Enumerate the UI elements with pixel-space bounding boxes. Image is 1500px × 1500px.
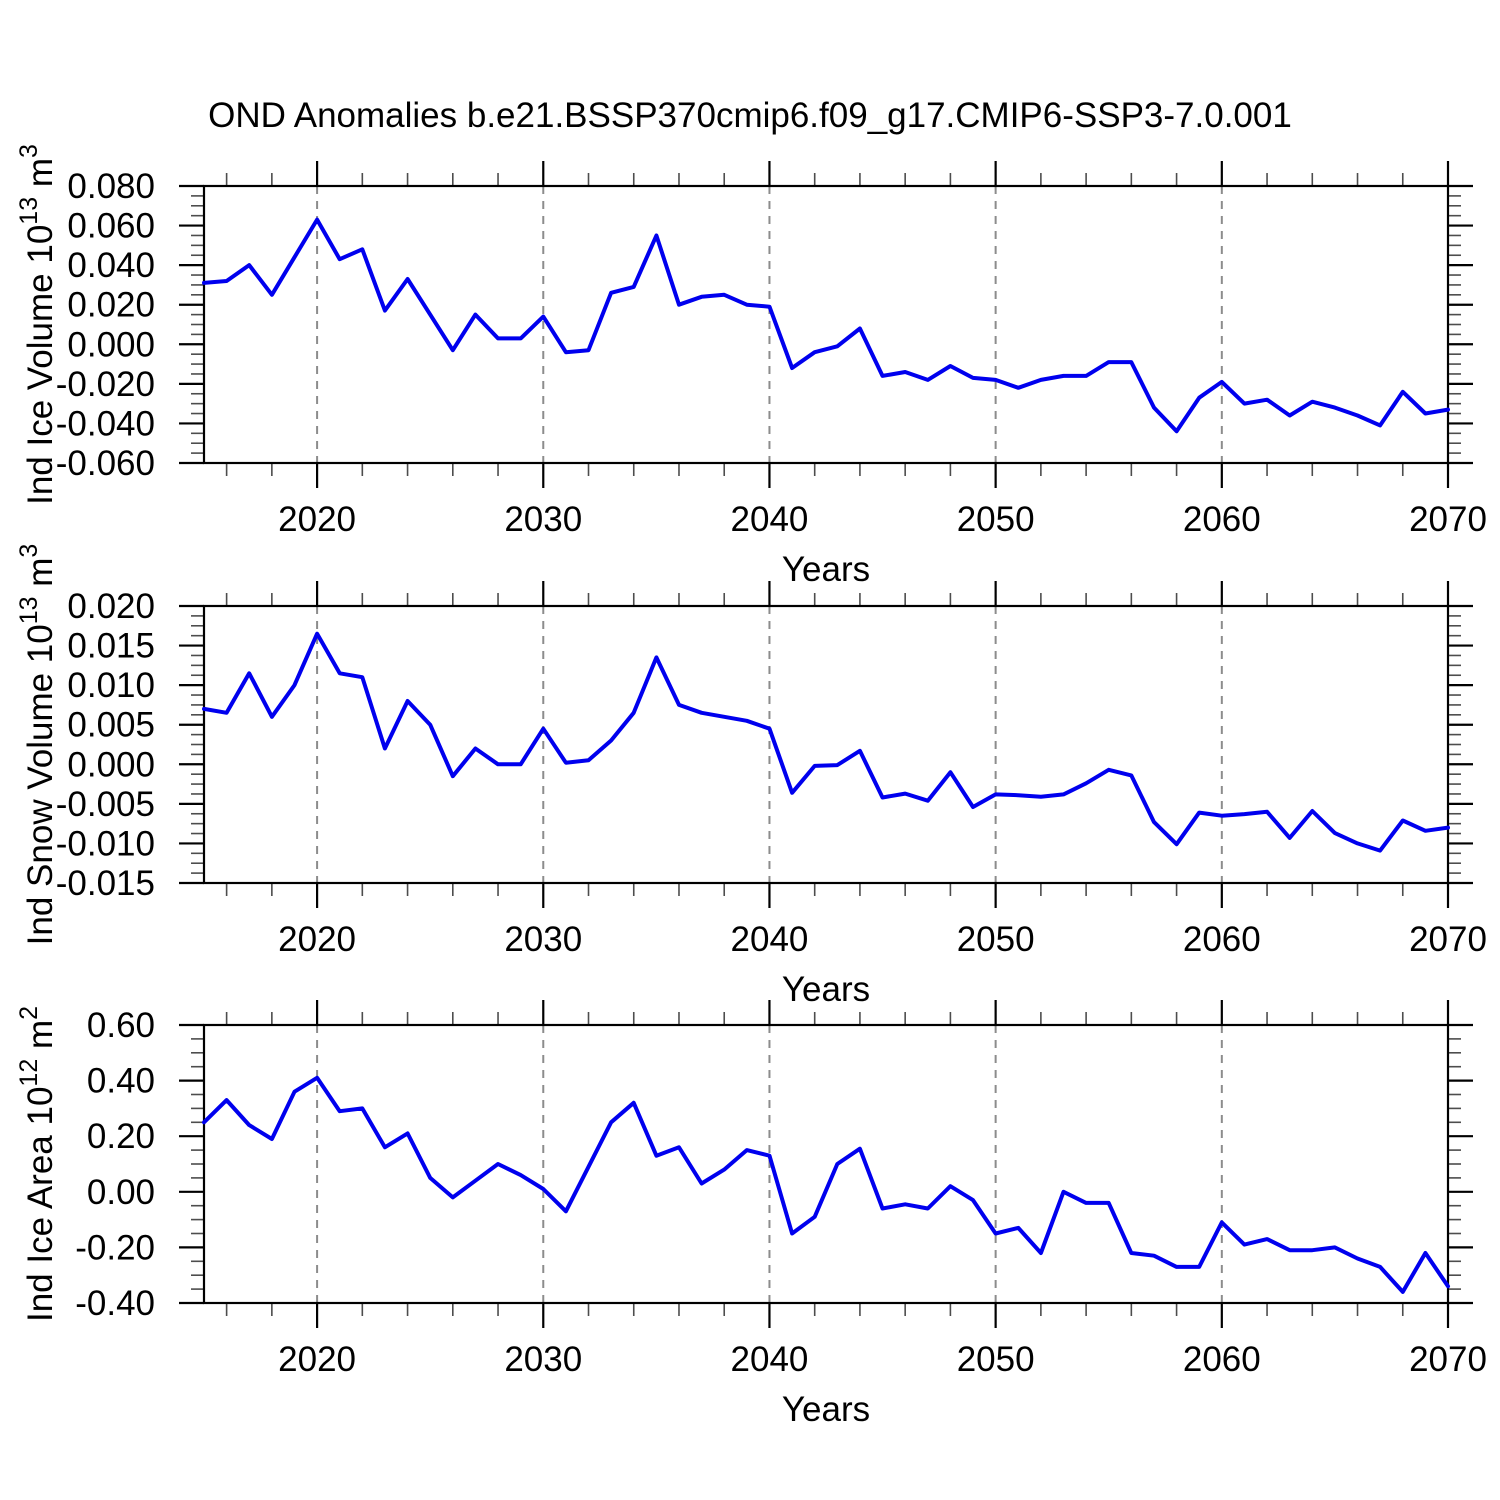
x-tick-label: 2050	[957, 500, 1035, 539]
y-tick-label: 0.010	[67, 666, 155, 705]
x-tick-label: 2040	[731, 500, 809, 539]
x-tick-label: 2050	[957, 1340, 1035, 1379]
y-tick-label: -0.20	[75, 1228, 155, 1267]
y-tick-label: -0.010	[56, 824, 155, 863]
plot-frame	[202, 184, 1450, 465]
x-axis-label: Years	[782, 550, 870, 589]
x-tick-label: 2070	[1409, 1340, 1487, 1379]
y-tick-label: 0.000	[67, 745, 155, 784]
y-tick-label: -0.020	[56, 365, 155, 404]
y-tick-label: 0.020	[67, 286, 155, 325]
x-tick-label: 2040	[731, 1340, 809, 1379]
y-tick-label: 0.005	[67, 706, 155, 745]
y-tick-label: 0.60	[87, 1006, 155, 1045]
plot-frame	[202, 604, 1450, 885]
snow-volume-series-line	[202, 631, 1450, 853]
x-tick-label: 2060	[1183, 1340, 1261, 1379]
panel-ice-volume: 0.0800.0600.0400.0200.000-0.020-0.040-0.…	[15, 144, 1487, 589]
y-tick-label: 0.060	[67, 207, 155, 246]
y-tick-label: -0.060	[56, 444, 155, 483]
y-axis-label: Ind Snow Volume 1013 m3	[15, 544, 60, 946]
y-tick-label: -0.40	[75, 1284, 155, 1323]
y-tick-label: 0.40	[87, 1062, 155, 1101]
chart-title: OND Anomalies b.e21.BSSP370cmip6.f09_g17…	[208, 96, 1292, 135]
y-tick-label: 0.000	[67, 325, 155, 364]
y-tick-label: -0.005	[56, 785, 155, 824]
x-axis-label: Years	[782, 970, 870, 1009]
x-tick-label: 2040	[731, 920, 809, 959]
x-tick-label: 2020	[278, 500, 356, 539]
x-tick-label: 2020	[278, 920, 356, 959]
x-tick-label: 2030	[504, 1340, 582, 1379]
plot-frame	[202, 1023, 1450, 1305]
x-tick-label: 2060	[1183, 920, 1261, 959]
ice-area-series-line	[202, 1075, 1450, 1294]
y-tick-label: -0.015	[56, 864, 155, 903]
y-tick-label: 0.040	[67, 246, 155, 285]
y-tick-label: 0.020	[67, 587, 155, 626]
x-tick-label: 2050	[957, 920, 1035, 959]
y-axis-label: Ind Ice Volume 1013 m3	[15, 144, 60, 505]
panel-ice-area: 0.60 0.40 0.20 0.00 -0.20 -0.40 2020 2030 2040 20…	[15, 1000, 1487, 1429]
x-axis-label: Years	[782, 1390, 870, 1429]
ice-volume-series-line	[202, 217, 1450, 434]
y-tick-label: 0.080	[67, 167, 155, 206]
x-tick-label: 2020	[278, 1340, 356, 1379]
x-tick-label: 2070	[1409, 920, 1487, 959]
x-tick-label: 2070	[1409, 500, 1487, 539]
y-tick-label: 0.20	[87, 1117, 155, 1156]
x-tick-label: 2060	[1183, 500, 1261, 539]
x-tick-label: 2030	[504, 500, 582, 539]
panel-snow-volume: 0.0200.0150.0100.0050.000-0.005-0.010-0.…	[15, 544, 1487, 1009]
y-axis-label: Ind Ice Area 1012 m2	[15, 1006, 60, 1322]
x-tick-label: 2030	[504, 920, 582, 959]
y-tick-label: -0.040	[56, 404, 155, 443]
y-tick-label: 0.015	[67, 627, 155, 666]
y-tick-label: 0.00	[87, 1173, 155, 1212]
